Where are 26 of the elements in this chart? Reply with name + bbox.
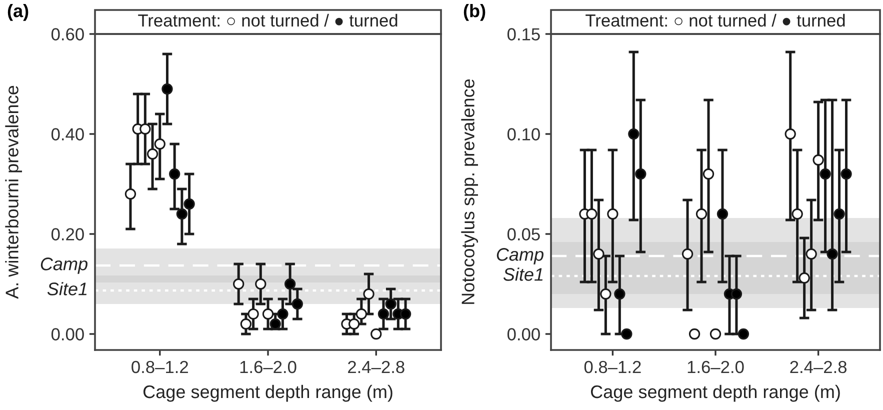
y-axis-title: Notocotylus spp. prevalence (461, 79, 478, 304)
y-tick-label: 0.20 (51, 228, 84, 240)
y-tick-label: 0.10 (507, 128, 540, 140)
y-tick-label: 0.60 (51, 28, 84, 40)
x-tick-label: 2.4–2.8 (790, 360, 847, 374)
chart-title: (a) (8, 4, 28, 21)
y-tick-label: 0.05 (507, 228, 540, 240)
ref-line-label: Camp (496, 248, 544, 264)
x-tick-label: 2.4–2.8 (348, 360, 404, 374)
ref-line-label: Site1 (47, 282, 87, 296)
x-tick-label: 0.8–1.2 (132, 360, 188, 374)
y-tick-label: 0.15 (507, 28, 540, 40)
y-tick-label: 0.00 (507, 328, 540, 340)
chart-subtitle: Treatment: ○ not turned / ● turned (138, 14, 398, 27)
x-tick-label: 0.8–1.2 (584, 360, 641, 374)
x-axis-title: Cage segment depth range (m) (143, 384, 392, 402)
y-tick-label: 0.00 (51, 328, 84, 340)
y-tick-label: 0.40 (51, 128, 84, 140)
y-axis-title: A. winterbourni prevalence (5, 86, 22, 299)
ref-line-label: Site1 (503, 268, 543, 281)
x-axis-title: Cage segment depth range (m) (590, 384, 840, 402)
chart-title: (b) (464, 4, 486, 21)
chart-subtitle: Treatment: ○ not turned / ● turned (586, 14, 845, 27)
x-tick-label: 1.6–2.0 (688, 360, 744, 374)
ref-line-label: Camp (40, 258, 88, 274)
x-tick-label: 1.6–2.0 (240, 360, 296, 374)
